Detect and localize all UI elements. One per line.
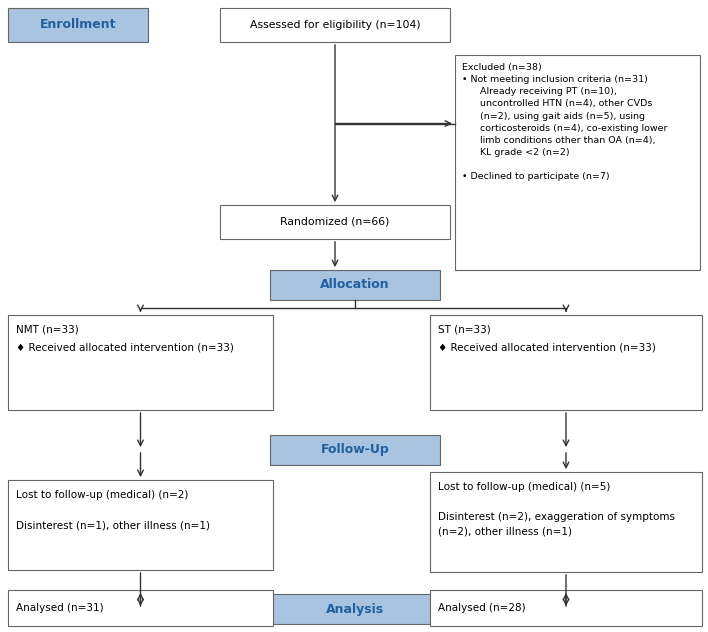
Text: Enrollment: Enrollment [40,18,116,32]
Text: Follow-Up: Follow-Up [321,444,389,456]
Text: Lost to follow-up (medical) (n=2): Lost to follow-up (medical) (n=2) [16,490,188,500]
Bar [430,472,702,572]
Text: Lost to follow-up (medical) (n=5): Lost to follow-up (medical) (n=5) [438,482,610,492]
Bar [455,55,700,270]
Text: Excluded (n=38)
• Not meeting inclusion criteria (n=31)
      Already receiving : Excluded (n=38) • Not meeting inclusion … [462,63,668,181]
Bar [8,590,273,626]
Bar [8,8,148,42]
Bar [220,8,450,42]
Text: Randomized (n=66): Randomized (n=66) [280,217,389,227]
Text: NMT (n=33): NMT (n=33) [16,325,79,335]
Bar [270,435,440,465]
Bar [8,480,273,570]
Bar [8,315,273,410]
Bar [430,590,702,626]
Bar [430,315,702,410]
Text: Analysed (n=31): Analysed (n=31) [16,603,103,613]
Text: ♦ Received allocated intervention (n=33): ♦ Received allocated intervention (n=33) [16,342,234,352]
Bar [270,594,440,624]
Text: Assessed for eligibility (n=104): Assessed for eligibility (n=104) [250,20,421,30]
Text: (n=2), other illness (n=1): (n=2), other illness (n=1) [438,527,572,537]
Text: ST (n=33): ST (n=33) [438,325,491,335]
Text: Disinterest (n=2), exaggeration of symptoms: Disinterest (n=2), exaggeration of sympt… [438,512,675,522]
Bar [220,205,450,239]
Text: Analysis: Analysis [326,602,384,616]
Text: Disinterest (n=1), other illness (n=1): Disinterest (n=1), other illness (n=1) [16,520,210,530]
Text: Analysed (n=28): Analysed (n=28) [438,603,525,613]
Text: ♦ Received allocated intervention (n=33): ♦ Received allocated intervention (n=33) [438,342,656,352]
Bar [270,270,440,300]
Text: Allocation: Allocation [320,279,390,291]
